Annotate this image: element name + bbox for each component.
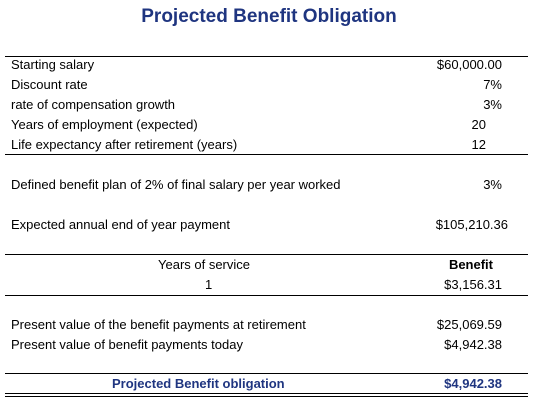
- starting-salary-label: Starting salary: [11, 57, 95, 72]
- top-rule: [5, 56, 528, 57]
- starting-salary-value: $60,000.00: [436, 57, 502, 72]
- pbo-value: $4,942.38: [444, 376, 502, 391]
- plan-value: 3%: [483, 177, 502, 192]
- discount-rate-label: Discount rate: [11, 77, 88, 92]
- pv-today-label: Present value of benefit payments today: [11, 337, 243, 352]
- life-expectancy-label: Life expectancy after retirement (years): [11, 137, 238, 152]
- years-of-service-value: 1: [205, 277, 213, 292]
- discount-rate-value: 7%: [483, 77, 502, 92]
- years-employment-label: Years of employment (expected): [11, 117, 198, 132]
- result-top-rule: [5, 373, 528, 374]
- pv-today-value: $4,942.38: [444, 337, 502, 352]
- compensation-growth-value: 3%: [483, 97, 502, 112]
- plan-label: Defined benefit plan of 2% of final sala…: [11, 177, 341, 192]
- pbo-label: Projected Benefit obligation: [112, 376, 285, 391]
- table-bottom-rule: [5, 295, 528, 296]
- annual-payment-value: $105,210.36: [435, 217, 508, 232]
- compensation-growth-label: rate of compensation growth: [11, 97, 176, 112]
- pv-retirement-label: Present value of the benefit payments at…: [11, 317, 306, 332]
- table-top-rule: [5, 254, 528, 255]
- benefit-value: $3,156.31: [444, 277, 502, 292]
- pv-retirement-value: $25,069.59: [436, 317, 502, 332]
- years-employment-value: 20: [471, 117, 486, 132]
- annual-payment-label: Expected annual end of year payment: [11, 217, 230, 232]
- benefit-header: Benefit: [448, 257, 493, 272]
- life-expectancy-value: 12: [471, 137, 486, 152]
- page-title: Projected Benefit Obligation: [141, 6, 397, 27]
- result-double-rule: [5, 393, 528, 397]
- inputs-bottom-rule: [5, 154, 528, 155]
- years-of-service-header: Years of service: [158, 257, 251, 272]
